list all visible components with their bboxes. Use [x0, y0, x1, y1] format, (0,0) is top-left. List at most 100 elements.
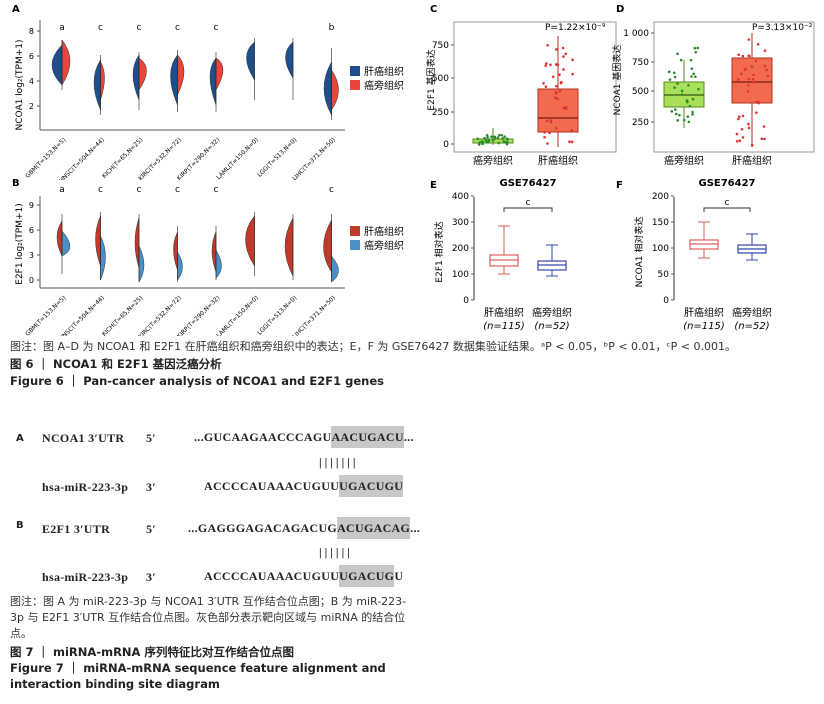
c-point [554, 126, 558, 130]
fig7-a-mirna-name: hsa-miR-223-3p [42, 480, 129, 494]
a-violin-tumor [132, 54, 140, 101]
b-violin-normal [61, 230, 71, 257]
figure-6-title-cn: 图 6 ｜ NCOA1 和 E2F1 基因泛癌分析 [10, 357, 222, 371]
fig7-b-mirna-name: hsa-miR-223-3p [42, 570, 129, 584]
d-point [766, 74, 770, 78]
d-point [676, 82, 679, 85]
b-violin-tumor [245, 215, 255, 267]
c-point [549, 119, 552, 122]
panel-b-ylabel: E2F1 log₂(TPM+1) [15, 203, 25, 284]
d-point [760, 137, 764, 141]
a-sig-letter: a [59, 23, 65, 33]
panel-f-sig: c [725, 198, 730, 208]
a-violin-normal [215, 57, 224, 91]
d-point [680, 89, 684, 93]
a-violin-normal [331, 69, 339, 111]
c-point [485, 133, 489, 137]
a-category-label: LGG(T=513,N=0) [256, 136, 298, 178]
panel-a-legend-normal: 癌旁组织 [364, 79, 404, 92]
d-point [738, 139, 742, 143]
c-point [559, 80, 563, 84]
panel-c-points [476, 43, 574, 146]
panel-f-title: GSE76427 [698, 178, 755, 189]
c-point [555, 48, 558, 51]
d-point [763, 49, 767, 53]
panel-e-title: GSE76427 [499, 178, 556, 189]
b-violin-tumor [211, 231, 217, 273]
panel-c-box-tumor [537, 88, 579, 133]
c-point [545, 119, 549, 123]
a-category-label: LIHC(T=371,N=50) [291, 136, 337, 180]
d-point [689, 58, 693, 62]
panel-f-sig-bracket [703, 207, 751, 212]
panel-b-label: B [12, 178, 20, 189]
panel-c-cat-tumor: 肝癌组织 [538, 154, 578, 167]
panel-e-cat-tumor: 肝癌组织 [484, 306, 524, 319]
panel-a-label: A [12, 4, 20, 15]
c-point [562, 68, 565, 71]
c-point [570, 140, 574, 144]
panel-d-frame [653, 21, 815, 153]
c-point [548, 131, 551, 135]
fig7-a-five-prime: 5′ [146, 431, 156, 445]
a-violin-tumor [93, 59, 101, 111]
c-point [546, 142, 549, 145]
c-point [481, 142, 484, 146]
d-point [697, 87, 700, 91]
d-point [692, 72, 695, 76]
d-ytick-label: 1 000 [623, 29, 649, 39]
e-ytick-label: 100 [452, 270, 469, 280]
c-point [571, 72, 574, 76]
figure-7-title-en: Figure 7 ｜ miRNA-mRNA sequence feature a… [10, 661, 386, 691]
b-category-label: KIRP(T=290,N=32) [176, 294, 222, 336]
c-point [554, 96, 557, 100]
c-point [496, 136, 500, 139]
a-sig-letter: c [98, 23, 103, 33]
panel-a-violins [51, 38, 339, 120]
a-sig-letter: c [214, 23, 219, 33]
c-point [558, 89, 562, 93]
d-point [694, 75, 697, 79]
d-point [676, 52, 679, 56]
a-sig-letter: c [175, 23, 180, 33]
panel-d-points [667, 38, 770, 147]
fig7-b-five-prime: 5′ [146, 522, 156, 536]
c-point [564, 105, 568, 109]
d-point [748, 54, 751, 58]
c-point [562, 106, 566, 110]
panel-e-label: E [430, 180, 437, 191]
fig7-a-label: A [16, 433, 24, 444]
d-point [751, 77, 755, 81]
a-category-label: GBM(T=153,N=5) [24, 136, 67, 179]
b-violin-tumor [173, 231, 178, 271]
panel-e-cat-normal: 癌旁组织 [532, 306, 572, 319]
figure-7-caption: 图注：图 A 为 miR-223-3p 与 NCOA1 3′UTR 互作结合位点… [10, 595, 407, 640]
d-point [670, 110, 674, 113]
panel-c-frame [453, 21, 617, 153]
d-point [736, 78, 740, 81]
fig7-a-mrna-pre: ...GUCAAGAACCCAGU [194, 430, 332, 444]
fig7-a-pairing-bars: | | | | | | | [319, 455, 356, 469]
panel-b-categories: GBM(T=153,N=5)HNSC(T=504,N=44)KICH(T=65,… [24, 294, 337, 336]
panel-e-n-normal: (n=52) [534, 321, 569, 332]
c-point [484, 139, 488, 142]
c-point [483, 136, 486, 140]
c-point [498, 133, 501, 137]
a-ytick-label: 6 [29, 52, 34, 61]
c-point [570, 129, 573, 132]
c-ytick-label: 500 [432, 74, 449, 84]
c-point [542, 81, 545, 85]
panel-b-y-ticks: 0 3 6 9 [29, 201, 40, 285]
c-point [568, 140, 571, 143]
fig7-b-gene: E2F1 3′UTR [42, 522, 111, 536]
panel-f-box-chart: F GSE76427 NCOA1 相对表达 0 50 100 150 200 c 肝癌组… [616, 178, 772, 332]
panel-e-box-chart: E GSE76427 E2F1 相对表达 0 100 200 300 400 c 肝癌组… [430, 178, 572, 332]
panel-b-legend-normal-swatch [350, 240, 360, 250]
d-point [754, 59, 758, 63]
c-point [555, 63, 559, 67]
d-point [694, 50, 698, 54]
c-point [544, 85, 548, 88]
c-point [562, 55, 565, 58]
panel-c-ylabel: E2F1 基因表达 [425, 49, 437, 110]
c-point [561, 46, 565, 50]
